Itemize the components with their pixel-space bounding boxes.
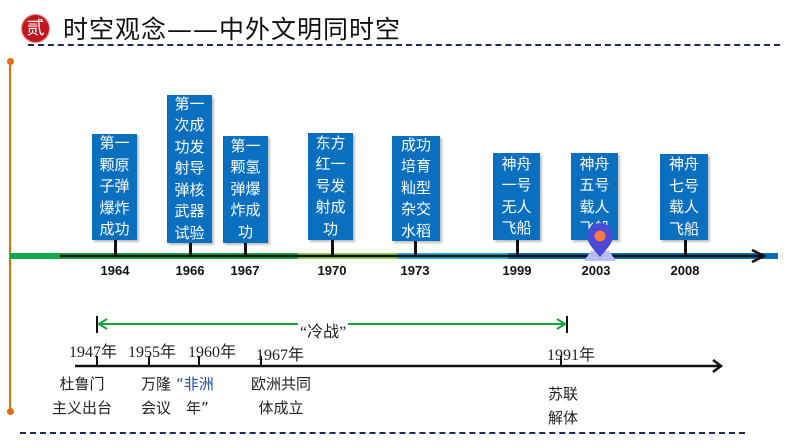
event-line: 主义出台 xyxy=(51,399,112,417)
top-divider xyxy=(28,44,780,46)
event-line: “非洲 xyxy=(176,375,214,393)
event-box: 第一次成功发射导弹核武器试验 xyxy=(167,95,212,243)
cold-war-label: “冷战” xyxy=(298,318,349,342)
event-line: 体成立 xyxy=(258,399,304,417)
event-line: 年” xyxy=(186,399,209,417)
page-title: 时空观念——中外文明同时空 xyxy=(63,15,402,44)
event-stem xyxy=(244,243,247,256)
year-label: 2003 xyxy=(581,263,611,278)
event-box: 东方红一号发射成功 xyxy=(308,133,353,240)
event-line: 会议 xyxy=(140,399,171,417)
world-event: 杜鲁门 主义出台 xyxy=(42,372,122,420)
world-event: 万隆 会议 xyxy=(136,372,176,420)
event-box: 第一颗氢弹爆炸成功 xyxy=(223,136,268,243)
event-line: 欧洲共同 xyxy=(250,375,311,393)
side-line-top-dot xyxy=(7,58,14,65)
year-label: 1964 xyxy=(100,263,130,278)
year-label: 1967 xyxy=(230,263,260,278)
event-stem xyxy=(516,240,519,256)
location-pin-icon xyxy=(584,223,616,261)
event-line: 苏联 xyxy=(547,385,578,403)
year-label: 1947年 xyxy=(69,344,118,361)
event-stem xyxy=(684,240,687,256)
bottom-divider xyxy=(20,432,745,434)
event-stem xyxy=(331,240,334,256)
year-label: 1999 xyxy=(502,263,532,278)
side-line-bottom-dot xyxy=(7,408,14,415)
year-label: 1966 xyxy=(175,263,205,278)
event-stem xyxy=(114,240,117,256)
world-event: 苏联 解体 xyxy=(543,382,583,430)
event-box: 神舟七号载人飞船 xyxy=(660,154,708,240)
event-line: 解体 xyxy=(547,409,578,427)
event-box: 神舟一号无人飞船 xyxy=(493,153,540,240)
year-label: 1991年 xyxy=(547,347,596,364)
event-line: 万隆 xyxy=(140,375,171,393)
year-label: 1973 xyxy=(400,263,430,278)
year-label: 1970 xyxy=(317,263,347,278)
world-event: 欧洲共同 体成立 xyxy=(238,372,324,420)
year-label: 1955年 xyxy=(128,344,177,361)
event-box: 第一颗原子弹爆炸成功 xyxy=(92,134,137,240)
event-line: 杜鲁门 xyxy=(59,375,105,393)
event-box: 成功培育籼型杂交水稻 xyxy=(392,136,440,241)
year-label: 1960年 xyxy=(188,344,237,361)
event-stem xyxy=(414,241,417,256)
event-stem xyxy=(189,243,192,256)
year-label: 2008 xyxy=(670,263,700,278)
year-label: 1967年 xyxy=(256,347,305,364)
world-event: “非洲年” xyxy=(176,372,236,420)
section-badge: 贰 xyxy=(21,14,50,43)
side-line xyxy=(9,62,11,412)
